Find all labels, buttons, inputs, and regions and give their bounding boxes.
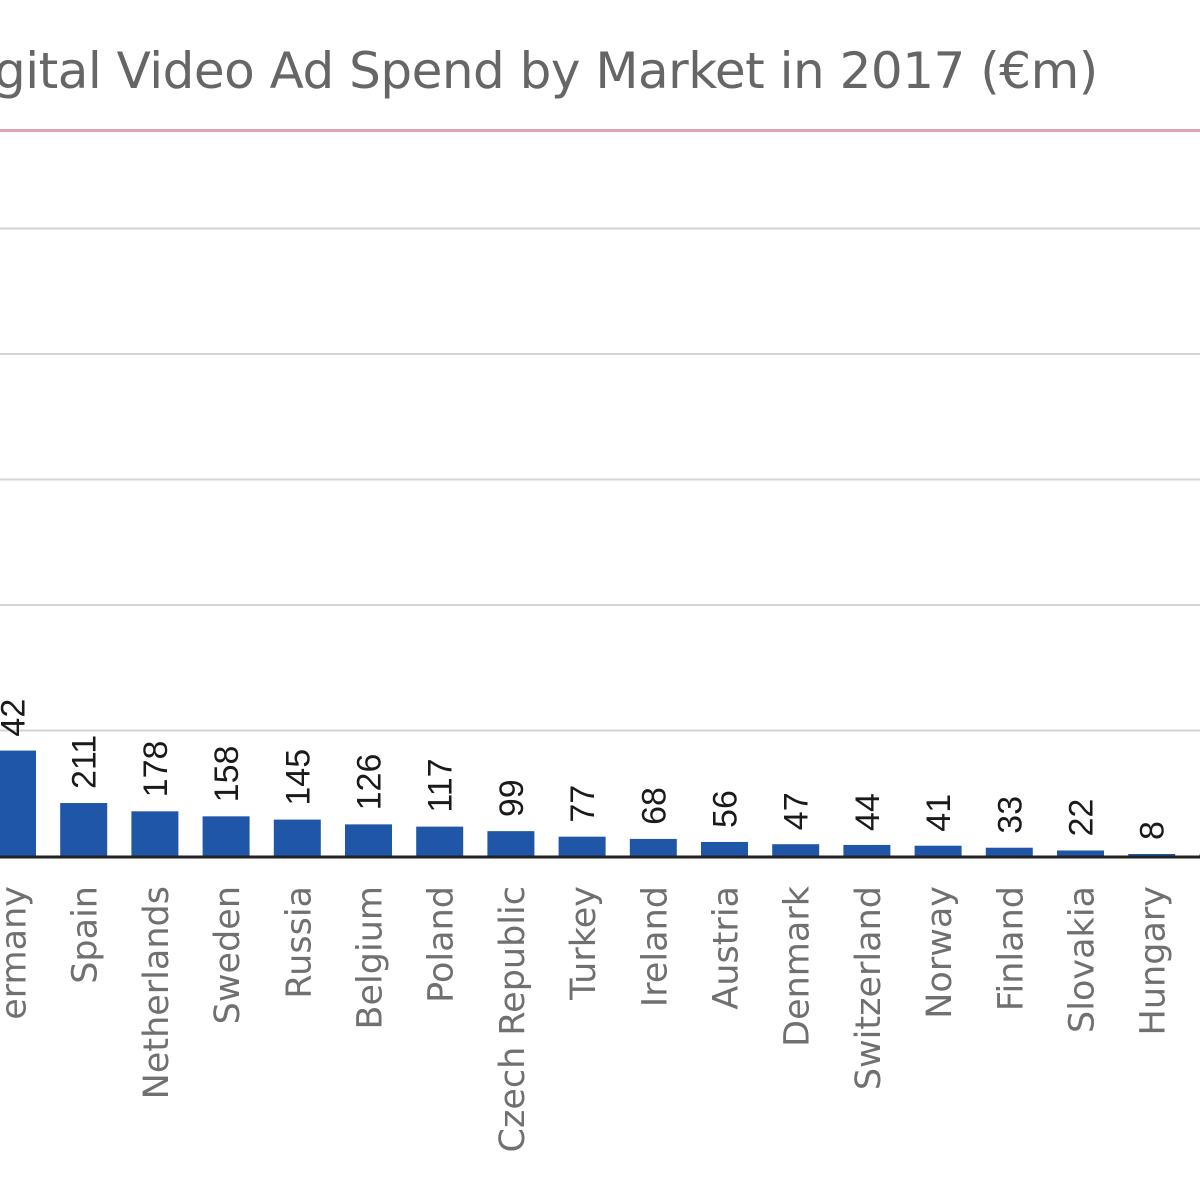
bar-16 (1057, 850, 1104, 856)
value-label-8: 99 (493, 779, 531, 817)
value-label-9: 77 (564, 785, 602, 823)
bar-1 (0, 750, 36, 856)
category-label-12: Denmark (778, 885, 818, 1047)
category-label-15: Finland (991, 886, 1031, 1011)
category-label-17: Hungary (1134, 886, 1174, 1035)
bar-14 (914, 845, 962, 856)
bar-3 (131, 811, 179, 856)
category-label-1: ermany (0, 886, 35, 1020)
value-label-4: 158 (208, 746, 246, 803)
category-label-11: Austria (707, 886, 747, 1010)
title-underline (0, 129, 1200, 132)
category-label-5: Russia (279, 886, 319, 999)
category-label-10: Ireland (635, 886, 675, 1007)
bar-12 (772, 844, 820, 856)
category-label-8: Czech Republic (493, 886, 533, 1152)
value-label-11: 56 (707, 790, 745, 828)
value-label-2: 211 (66, 735, 104, 789)
bar-8 (487, 831, 535, 856)
category-label-6: Belgium (351, 886, 391, 1030)
value-label-7: 117 (422, 758, 460, 812)
value-label-1: 42 (0, 699, 33, 737)
category-label-16: Slovakia (1063, 886, 1103, 1033)
value-label-13: 44 (849, 793, 887, 831)
bar-6 (345, 824, 392, 856)
value-label-5: 145 (279, 749, 317, 806)
category-label-7: Poland (422, 886, 462, 1003)
value-label-14: 41 (920, 794, 958, 832)
bar-9 (558, 836, 606, 856)
value-label-12: 47 (778, 792, 816, 830)
category-label-3: Netherlands (137, 886, 177, 1099)
value-label-10: 68 (635, 787, 673, 825)
value-label-6: 126 (351, 754, 389, 811)
bar-5 (273, 819, 321, 856)
bar-4 (202, 816, 250, 856)
category-label-13: Switzerland (849, 886, 889, 1090)
value-label-17: 8 (1134, 821, 1172, 840)
category-label-14: Norway (920, 886, 960, 1019)
category-label-2: Spain (66, 886, 106, 984)
category-label-4: Sweden (208, 886, 248, 1024)
category-label-9: Turkey (564, 886, 604, 1001)
value-label-16: 22 (1063, 799, 1101, 837)
bar-15 (985, 847, 1033, 856)
bar-10 (629, 838, 677, 856)
chart-title: gital Video Ad Spend by Market in 2017 (… (0, 42, 1098, 100)
bar-11 (701, 841, 748, 856)
bar-17 (1128, 853, 1176, 856)
bar-7 (416, 826, 464, 856)
bar-2 (60, 803, 108, 856)
value-label-3: 178 (137, 741, 175, 798)
value-label-15: 33 (991, 796, 1029, 834)
bar-13 (843, 844, 891, 856)
